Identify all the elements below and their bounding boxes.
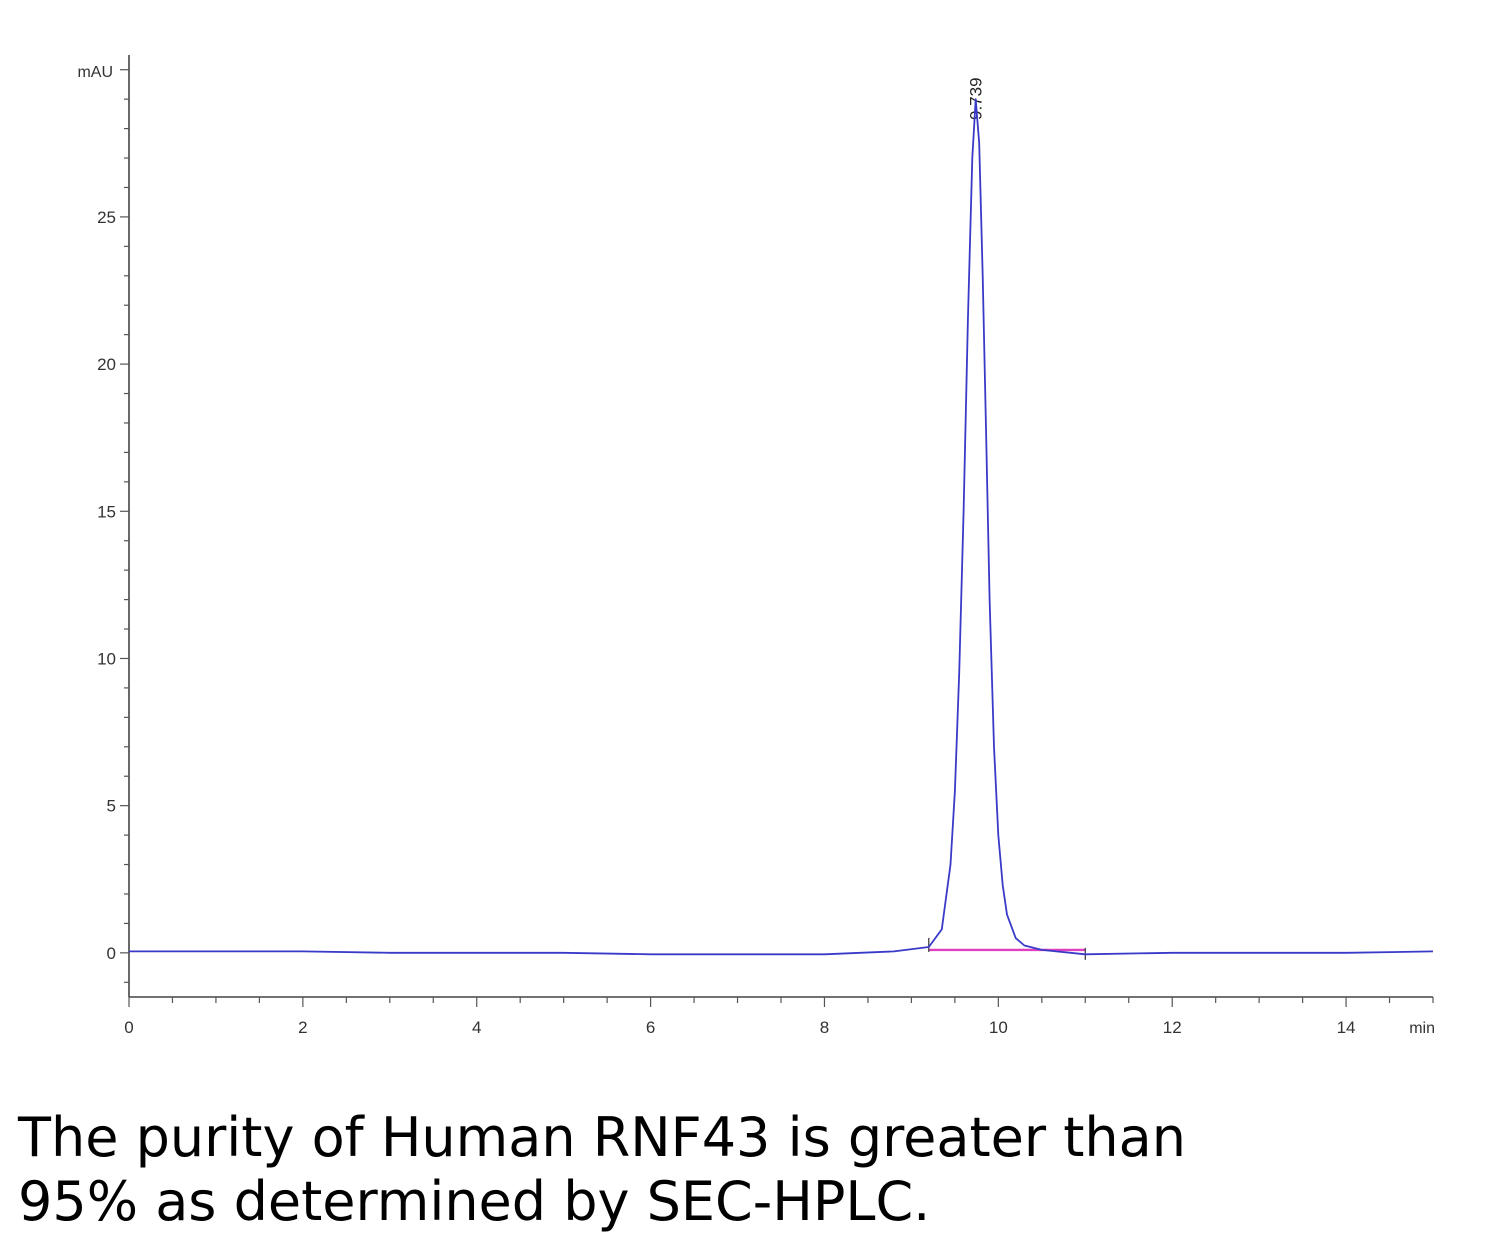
y-tick-label: 25 [97, 208, 116, 227]
x-tick-label: 4 [472, 1018, 481, 1037]
chromatogram-trace [129, 98, 1434, 956]
y-tick-label: 20 [97, 355, 116, 374]
y-tick-label: 10 [97, 649, 116, 668]
plot-area [129, 98, 1434, 960]
tick-marks [120, 69, 1434, 1007]
y-tick-label: 15 [97, 502, 116, 521]
x-tick-label: 6 [646, 1018, 655, 1037]
x-tick-label: 12 [1163, 1018, 1182, 1037]
caption: The purity of Human RNF43 is greater tha… [18, 1106, 1318, 1234]
y-tick-label: 5 [107, 797, 116, 816]
y-axis-unit-label: mAU [77, 64, 113, 81]
x-tick-label: 0 [124, 1018, 133, 1037]
caption-line-1: The purity of Human RNF43 is greater tha… [18, 1106, 1186, 1169]
x-tick-label: 8 [820, 1018, 829, 1037]
caption-line-2: 95% as determined by SEC-HPLC. [18, 1170, 931, 1233]
x-tick-label: 14 [1337, 1018, 1356, 1037]
y-tick-label: 0 [107, 944, 116, 963]
x-axis-unit-label: min [1409, 1020, 1435, 1037]
x-tick-label: 10 [989, 1018, 1008, 1037]
axes [128, 55, 1433, 998]
x-tick-label: 2 [298, 1018, 307, 1037]
